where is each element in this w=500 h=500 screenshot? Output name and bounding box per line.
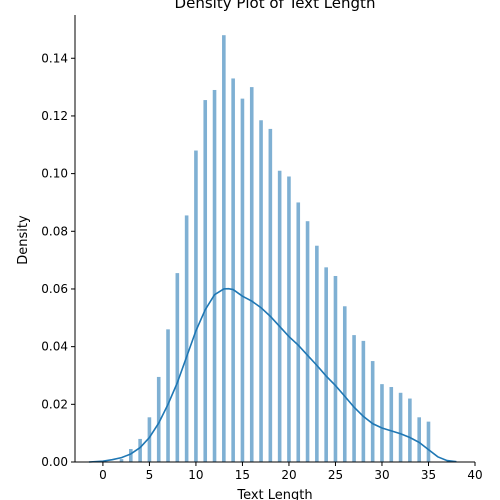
density-bar [342,306,347,462]
density-bar [259,120,263,462]
y-tick-label: 0.10 [41,167,68,181]
x-tick-label: 0 [99,468,107,482]
density-bar [380,384,384,462]
density-bar [315,245,319,462]
density-bar [184,215,189,462]
y-tick-label: 0.12 [41,109,68,123]
x-tick-label: 40 [467,468,482,482]
x-tick-label: 15 [235,468,250,482]
density-bar [147,417,152,462]
density-bar [305,221,310,462]
density-bar [222,35,226,462]
density-bar [175,273,180,462]
density-bar [426,421,431,462]
y-ticks-group: 0.00 0.02 0.04 0.06 0.08 0.10 0.12 0.14 [41,51,75,469]
y-tick-label: 0.00 [41,455,68,469]
density-bar [212,89,217,462]
density-bar [268,128,273,462]
density-bar [287,176,291,462]
y-axis-title: Density [16,215,31,265]
density-bar [166,329,170,462]
y-tick-label: 0.02 [41,397,68,411]
density-bar [129,449,133,462]
density-bar [333,275,338,462]
density-bar [277,170,282,463]
density-bar [417,417,421,462]
y-tick-label: 0.14 [41,51,68,65]
x-tick-label: 30 [374,468,389,482]
density-bar [408,398,412,462]
x-tick-label: 20 [281,468,296,482]
density-bar [156,376,161,462]
chart-title: Density Plot of Text Length [175,0,376,12]
y-tick-label: 0.06 [41,282,68,296]
kde-curve [88,287,457,463]
density-bar [249,87,254,462]
x-tick-label: 10 [188,468,203,482]
y-tick-label: 0.04 [41,340,68,354]
density-bar [398,392,403,462]
x-tick-label: 5 [146,468,154,482]
density-bar [389,387,394,462]
density-bar [296,202,301,462]
x-ticks-group: 0 5 10 15 20 25 30 35 40 [99,462,483,482]
density-bar [352,335,356,462]
x-tick-label: 35 [421,468,436,482]
x-tick-label: 25 [328,468,343,482]
density-bar [138,438,142,462]
density-bar [361,340,366,462]
bars-group [119,35,431,463]
density-bar [240,98,245,462]
density-bar [324,267,328,462]
x-axis-title: Text Length [236,488,312,500]
density-bar [203,100,208,462]
density-bar [231,78,235,462]
density-bar [194,150,198,463]
density-bar [370,361,375,462]
density-bar [119,459,124,462]
y-tick-label: 0.08 [41,224,68,238]
